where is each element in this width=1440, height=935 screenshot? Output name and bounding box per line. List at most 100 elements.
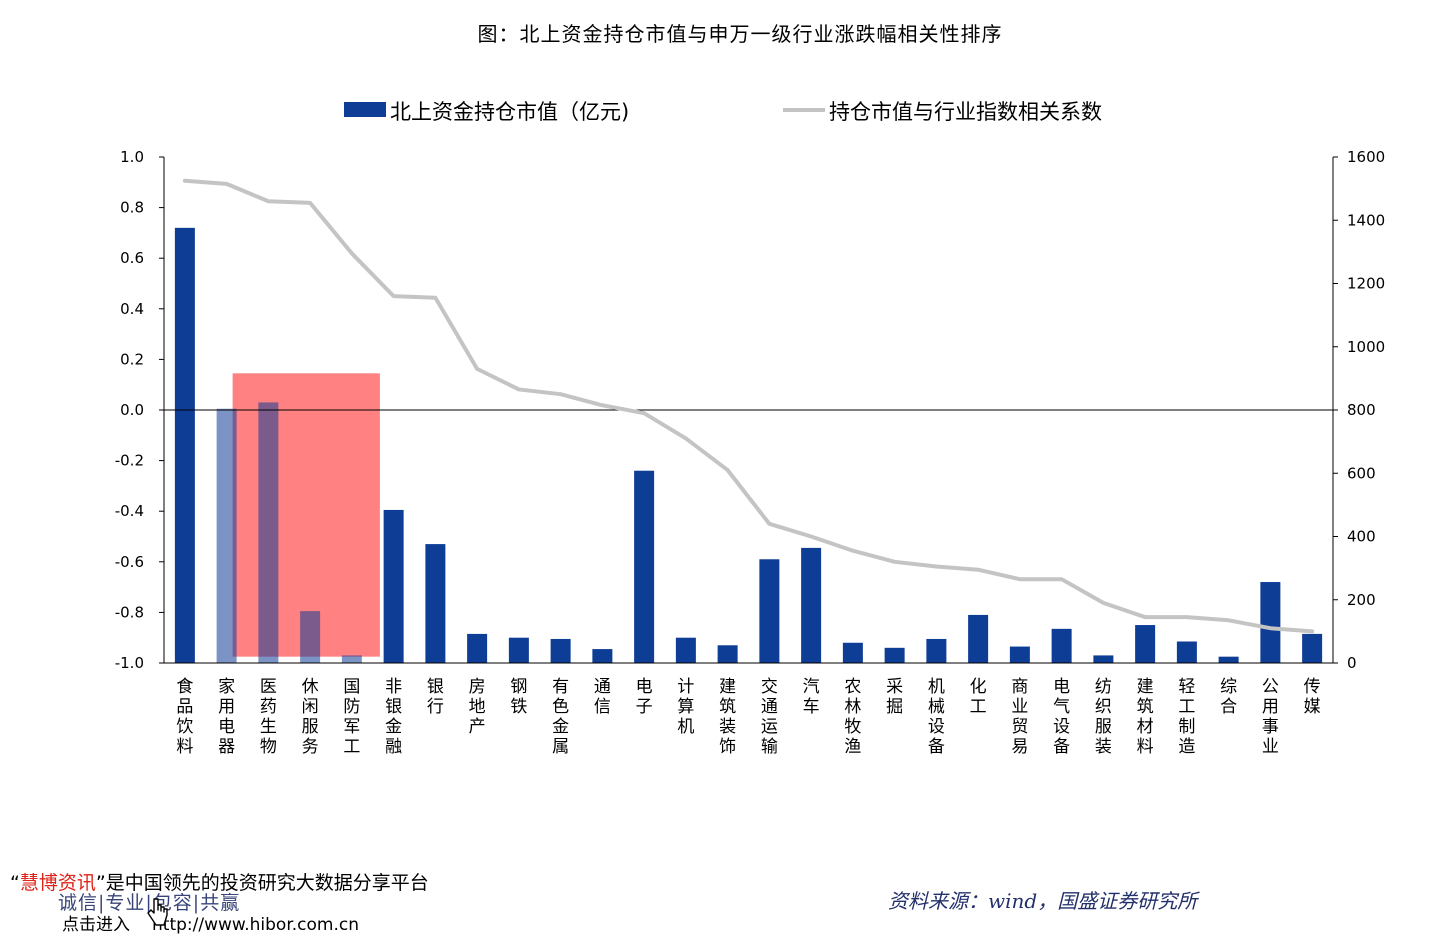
category-char: 地 [469, 697, 486, 717]
bar-8 [467, 633, 488, 663]
bar-15 [759, 559, 780, 663]
category-char: 掘 [886, 697, 903, 717]
category-char: 通 [761, 697, 778, 717]
category-char: 汽 [803, 677, 820, 697]
highlight-region [232, 373, 380, 657]
category-label: 机械设备 [928, 677, 945, 757]
category-label: 传媒 [1304, 677, 1321, 717]
category-label: 电气设备 [1053, 677, 1070, 757]
category-char: 易 [1011, 737, 1028, 757]
category-label: 轻工制造 [1178, 677, 1195, 757]
bar-9 [508, 637, 529, 663]
category-char: 电 [636, 677, 653, 697]
category-label: 农林牧渔 [844, 677, 861, 757]
category-char: 物 [260, 737, 277, 757]
right-tick-label: 400 [1347, 528, 1376, 546]
category-char: 传 [1304, 677, 1321, 697]
category-char: 闲 [302, 697, 319, 717]
category-label: 休闲服务 [302, 677, 319, 757]
category-char: 房 [469, 677, 486, 697]
category-char: 生 [260, 717, 277, 737]
category-char: 轻 [1178, 677, 1195, 697]
category-char: 建 [1137, 677, 1154, 697]
category-char: 铁 [510, 697, 527, 717]
bar-2 [216, 408, 237, 663]
bar-21 [1009, 646, 1030, 663]
bar-16 [801, 547, 822, 663]
legend-line-label: 持仓市值与行业指数相关系数 [829, 100, 1102, 124]
category-char: 产 [469, 717, 486, 737]
category-char: 商 [1011, 677, 1028, 697]
category-char: 筑 [1137, 697, 1154, 717]
category-char: 业 [1262, 737, 1279, 757]
correlation-line [182, 178, 1315, 634]
category-char: 用 [218, 697, 235, 717]
left-tick-label: -0.8 [115, 603, 144, 621]
category-label: 综合 [1220, 677, 1237, 717]
bar-3 [258, 402, 279, 663]
footer-link[interactable]: 点击进入 http://www.hibor.com.cn [62, 910, 359, 935]
footer-promo: “慧博资讯”是中国领先的投资研究大数据分享平台 [10, 868, 429, 895]
category-char: 有 [552, 677, 569, 697]
right-tick-label: 200 [1347, 591, 1376, 609]
bar-series [174, 227, 1323, 663]
brand-name[interactable]: 慧博资讯 [19, 872, 96, 894]
category-label: 公用事业 [1262, 677, 1279, 757]
right-tick-label: 1000 [1347, 338, 1385, 356]
category-label: 通信 [594, 677, 611, 717]
bar-12 [634, 470, 655, 663]
category-char: 银 [385, 697, 402, 717]
right-tick-label: 600 [1347, 464, 1376, 482]
category-label: 房地产 [469, 677, 486, 737]
category-char: 金 [385, 717, 402, 737]
category-char: 交 [761, 677, 778, 697]
bar-20 [968, 614, 989, 663]
category-char: 造 [1178, 737, 1195, 757]
left-tick-label: 0.6 [120, 249, 144, 267]
category-char: 气 [1053, 697, 1070, 717]
footer-url[interactable]: http://www.hibor.com.cn [152, 915, 359, 935]
category-char: 品 [176, 697, 193, 717]
right-tick-label: 1200 [1347, 275, 1385, 293]
category-char: 电 [218, 717, 235, 737]
category-char: 用 [1262, 697, 1279, 717]
category-char: 军 [343, 717, 360, 737]
category-label: 电子 [636, 677, 653, 717]
category-char: 采 [886, 677, 903, 697]
category-char: 设 [928, 717, 945, 737]
bar-22 [1051, 628, 1072, 663]
category-char: 子 [636, 697, 653, 717]
promo-text: ”是中国领先的投资研究大数据分享平台 [95, 872, 429, 894]
bar-17 [842, 642, 863, 663]
category-char: 工 [1178, 697, 1195, 717]
category-char: 银 [427, 677, 444, 697]
axes [159, 156, 1338, 664]
category-char: 机 [928, 677, 945, 697]
category-char: 设 [1053, 717, 1070, 737]
category-char: 药 [260, 697, 277, 717]
category-char: 运 [761, 717, 778, 737]
category-char: 通 [594, 677, 611, 697]
category-char: 行 [427, 697, 444, 717]
category-char: 食 [176, 677, 193, 697]
legend-bar-label: 北上资金持仓市值（亿元) [390, 100, 630, 124]
left-tick-label: -0.6 [115, 553, 144, 571]
category-label: 家用电器 [218, 677, 235, 757]
category-char: 工 [970, 697, 987, 717]
category-char: 事 [1262, 717, 1279, 737]
category-label: 化工 [970, 677, 987, 717]
category-char: 信 [594, 697, 611, 717]
bar-11 [592, 649, 613, 663]
category-label: 非银金融 [385, 677, 402, 757]
enter-text: 点击进入 [62, 915, 130, 935]
category-char: 国 [343, 677, 360, 697]
bar-13 [675, 637, 696, 663]
bar-5 [341, 655, 362, 663]
category-char: 械 [928, 697, 945, 717]
category-char: 机 [677, 717, 694, 737]
category-char: 服 [1095, 717, 1112, 737]
left-tick-label: 0.8 [120, 199, 144, 217]
category-char: 建 [719, 677, 736, 697]
category-char: 器 [218, 737, 235, 757]
bar-27 [1260, 582, 1281, 663]
